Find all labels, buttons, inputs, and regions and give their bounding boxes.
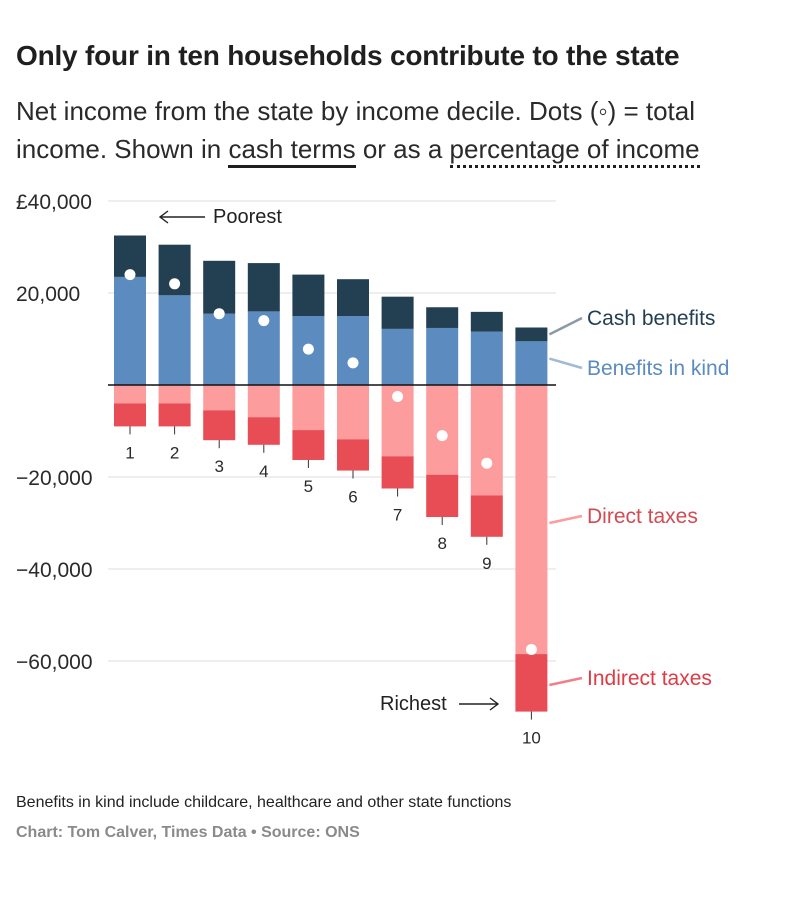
bar-direct-taxes xyxy=(158,385,191,404)
footnote: Benefits in kind include childcare, heal… xyxy=(16,794,512,811)
bar-indirect-taxes xyxy=(114,403,146,427)
bar-indirect-taxes xyxy=(292,430,325,460)
total-income-dot xyxy=(436,430,448,442)
bar-indirect-taxes xyxy=(381,456,414,489)
stacked-bar-chart: £40,000 20,000 −20,000 −40,000 −60,000 1 2 3 4 5 6… xyxy=(16,191,729,748)
y-tick-label: 20,000 xyxy=(16,283,80,306)
bar-direct-taxes xyxy=(114,385,146,404)
total-income-dot xyxy=(347,357,359,369)
bar-benefits-in-kind xyxy=(470,331,503,385)
bar-cash-benefits xyxy=(337,279,369,316)
subtitle-text-start: Net income from the state by income deci… xyxy=(16,96,695,164)
legend-leader-line xyxy=(549,676,583,687)
bar-indirect-taxes xyxy=(515,654,548,712)
bar-direct-taxes xyxy=(515,385,548,655)
cash-terms-toggle[interactable]: cash terms xyxy=(228,134,356,168)
category-label: 3 xyxy=(214,457,223,476)
category-label: 6 xyxy=(348,488,357,507)
y-tick-label: £40,000 xyxy=(16,191,92,214)
legend-label: Indirect taxes xyxy=(587,667,712,690)
total-income-dot xyxy=(525,644,537,655)
bar-cash-benefits xyxy=(426,307,459,328)
total-income-dot xyxy=(302,343,314,355)
bar-cash-benefits xyxy=(292,274,325,316)
bar-cash-benefits xyxy=(515,327,548,342)
bar-indirect-taxes xyxy=(470,495,503,537)
left-arrow-icon xyxy=(158,210,205,224)
bar-benefits-in-kind xyxy=(337,316,369,385)
legend-leader-line xyxy=(548,316,583,336)
category-label: 4 xyxy=(259,462,268,481)
category-label: 1 xyxy=(125,443,134,462)
richest-annotation: Richest xyxy=(380,693,447,715)
bar-indirect-taxes xyxy=(203,410,236,441)
bar-benefits-in-kind xyxy=(515,341,548,385)
total-income-dot xyxy=(169,278,181,290)
right-arrow-icon xyxy=(459,697,500,711)
bar-benefits-in-kind xyxy=(381,328,414,385)
bar-cash-benefits xyxy=(381,296,414,329)
bar-indirect-taxes xyxy=(426,474,459,518)
bar-direct-taxes xyxy=(247,385,280,418)
bar-indirect-taxes xyxy=(337,439,369,471)
percentage-toggle[interactable]: percentage of income xyxy=(449,134,700,168)
total-income-dot xyxy=(481,457,493,469)
category-label: 5 xyxy=(304,477,313,496)
category-label: 10 xyxy=(522,729,541,748)
bar-direct-taxes xyxy=(337,385,369,440)
chart-title: Only four in ten households contribute t… xyxy=(16,40,680,71)
legend-label: Direct taxes xyxy=(587,505,698,528)
bar-benefits-in-kind xyxy=(203,313,236,385)
bar-indirect-taxes xyxy=(247,417,280,445)
bar-benefits-in-kind xyxy=(158,295,191,385)
bar-cash-benefits xyxy=(203,260,236,314)
y-tick-label: −20,000 xyxy=(16,467,93,490)
chart-subtitle: Net income from the state by income deci… xyxy=(16,92,786,168)
bar-indirect-taxes xyxy=(158,403,191,427)
poorest-annotation: Poorest xyxy=(213,206,282,228)
chart-credit: Chart: Tom Calver, Times Data • Source: … xyxy=(16,824,360,841)
bar-cash-benefits xyxy=(247,263,280,312)
total-income-dot xyxy=(213,308,225,320)
bar-cash-benefits xyxy=(470,311,503,332)
bar-benefits-in-kind xyxy=(114,276,146,385)
total-income-dot xyxy=(124,269,136,281)
legend-label: Benefits in kind xyxy=(587,357,729,380)
category-label: 2 xyxy=(170,443,179,462)
total-income-dot xyxy=(258,315,270,327)
category-label: 7 xyxy=(393,506,402,525)
bar-direct-taxes xyxy=(470,385,503,496)
bar-benefits-in-kind xyxy=(426,327,459,385)
bar-direct-taxes xyxy=(426,385,459,475)
total-income-dot xyxy=(392,391,404,402)
y-tick-label: −60,000 xyxy=(16,651,93,674)
legend-label: Cash benefits xyxy=(587,307,715,330)
category-label: 8 xyxy=(437,534,446,553)
subtitle-text-middle: or as a xyxy=(355,134,450,164)
bar-direct-taxes xyxy=(292,385,325,431)
y-tick-label: −40,000 xyxy=(16,559,93,582)
category-label: 9 xyxy=(482,554,491,573)
bar-direct-taxes xyxy=(203,385,236,411)
legend-leader-line xyxy=(549,357,583,370)
legend-leader-line xyxy=(549,514,583,525)
